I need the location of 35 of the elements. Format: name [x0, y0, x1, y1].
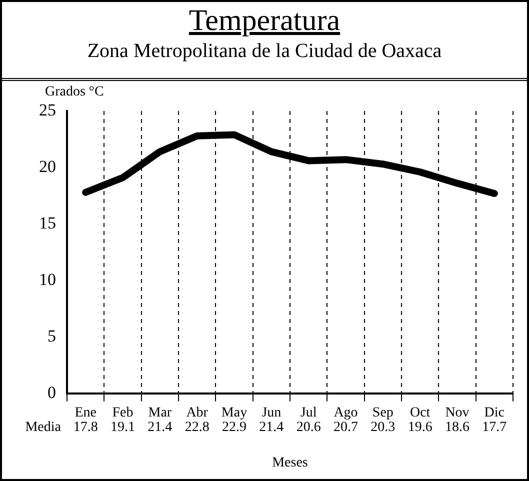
data-label: 17.8 [73, 420, 98, 436]
y-tick-label: 20 [39, 156, 56, 176]
data-label: 21.4 [148, 420, 172, 436]
data-label: 20.3 [370, 420, 396, 436]
x-tick-label: Feb [112, 405, 134, 420]
x-axis-title: Meses [272, 455, 308, 470]
x-tick-label: Sep [372, 405, 394, 420]
y-tick-label: 15 [39, 213, 56, 232]
chart-title: Temperatura [188, 3, 342, 38]
data-label: 19.6 [408, 420, 432, 436]
chart-subtitle: Zona Metropolitana de la Ciudad de Oaxaca [86, 40, 443, 63]
x-tick-label: Dic [484, 405, 505, 420]
x-tick-label: Nov [445, 405, 470, 420]
y-tick-label: 25 [39, 100, 56, 120]
data-label: 20.6 [296, 420, 321, 436]
x-tick-label: Ene [74, 405, 96, 420]
y-axis-title: Grados °C [45, 84, 104, 100]
x-tick-label: Ago [334, 405, 358, 420]
data-label: 20.7 [334, 420, 358, 436]
x-tick-label: Oct [410, 405, 430, 420]
x-tick-label: Jul [300, 405, 317, 420]
x-tick-label: Jun [262, 405, 282, 420]
data-label: 18.6 [445, 420, 470, 436]
x-tick-label: Abr [186, 405, 208, 420]
data-label: 17.7 [482, 420, 507, 436]
x-tick-label: Mar [148, 405, 172, 420]
text: Media [25, 420, 62, 436]
data-label: 22.8 [184, 420, 210, 436]
y-tick-label: 5 [48, 326, 56, 346]
x-tick-label: May [221, 405, 248, 420]
data-label: 22.9 [222, 420, 246, 436]
y-tick-label: 0 [48, 382, 56, 402]
data-label: 19.1 [110, 420, 135, 436]
y-tick-label: 10 [39, 270, 56, 289]
data-label: 21.4 [259, 420, 284, 436]
